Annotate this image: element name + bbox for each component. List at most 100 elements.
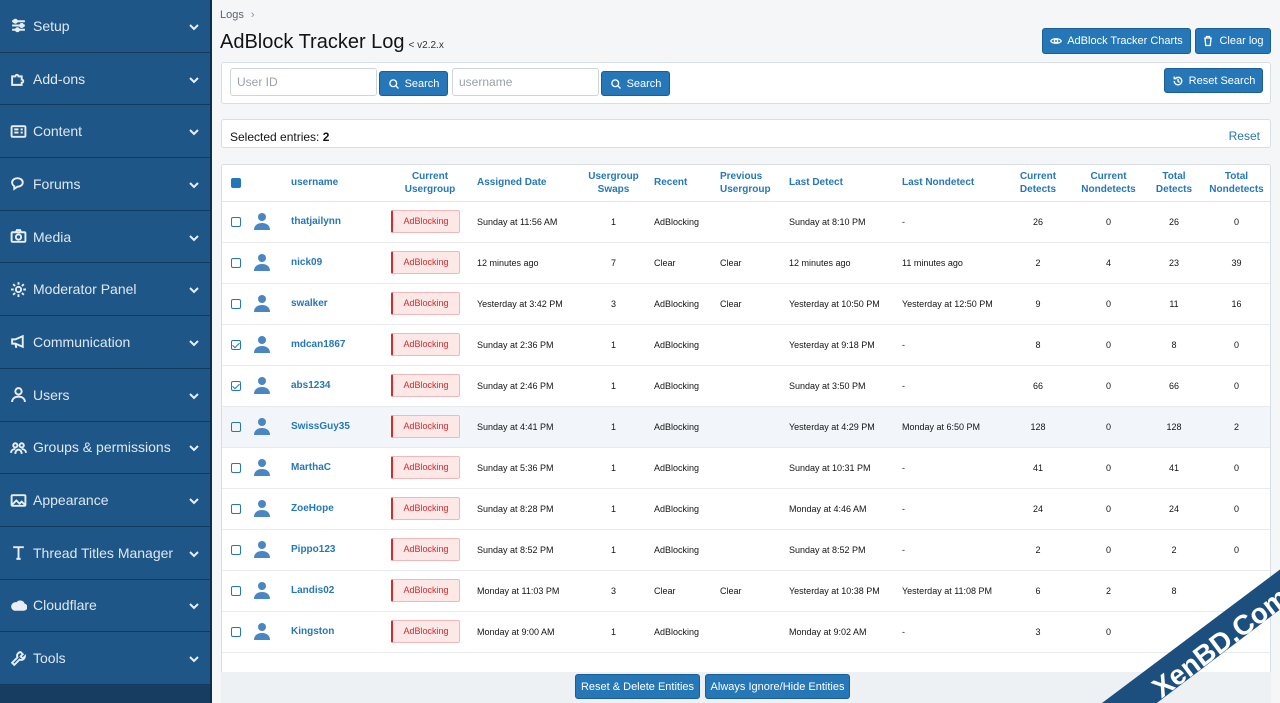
sidebar-item-groups-permissions[interactable]: Groups & permissions — [0, 421, 210, 475]
chevron-down-icon[interactable] — [188, 389, 200, 401]
avatar-icon[interactable] — [254, 499, 270, 517]
avatar-icon[interactable] — [254, 212, 270, 230]
watermark-text: XenBD.Com — [1146, 581, 1280, 703]
sidebar-item-media[interactable]: Media — [0, 210, 210, 264]
table-row[interactable]: ZoeHope AdBlocking Sunday at 8:28 PM 1 AdBlo… — [222, 488, 1270, 530]
adblock-charts-button[interactable]: AdBlock Tracker Charts — [1042, 28, 1191, 54]
table-row[interactable]: abs1234 AdBlocking Sunday at 2:46 PM 1 AdBlo… — [222, 365, 1270, 407]
header-current-usergroup[interactable]: Current Usergroup — [387, 165, 473, 202]
avatar-icon[interactable] — [254, 335, 270, 353]
row-checkbox[interactable] — [231, 339, 241, 350]
username-link[interactable]: swalker — [291, 298, 328, 309]
header-current-nondetects[interactable]: Current Nondetects — [1072, 165, 1145, 202]
username-link[interactable]: SwissGuy35 — [291, 421, 350, 432]
avatar-icon[interactable] — [254, 417, 270, 435]
clear-log-button[interactable]: Clear log — [1195, 28, 1271, 54]
chevron-down-icon[interactable] — [188, 125, 200, 137]
username-link[interactable]: ZoeHope — [291, 503, 334, 514]
header-current-detects[interactable]: Current Detects — [1004, 165, 1072, 202]
sidebar-item-add-ons[interactable]: Add-ons — [0, 52, 210, 106]
username-link[interactable]: MarthaC — [291, 462, 332, 473]
chevron-down-icon[interactable] — [188, 652, 200, 664]
row-checkbox[interactable] — [231, 380, 241, 391]
table-row[interactable]: Landis02 AdBlocking Monday at 11:03 PM 3 Cle… — [222, 570, 1270, 612]
sidebar-item-setup[interactable]: Setup — [0, 0, 210, 53]
username-link[interactable]: Pippo123 — [291, 544, 336, 555]
username-link[interactable]: abs1234 — [291, 380, 331, 391]
chevron-down-icon[interactable] — [188, 599, 200, 611]
header-total-nondetects[interactable]: Total Nondetects — [1203, 165, 1270, 202]
sidebar-item-thread-titles-manager[interactable]: Thread Titles Manager — [0, 526, 210, 580]
header-last-nondetect[interactable]: Last Nondetect — [898, 165, 1004, 202]
chevron-down-icon[interactable] — [188, 20, 200, 32]
username-link[interactable]: nick09 — [291, 257, 323, 268]
row-checkbox[interactable] — [231, 503, 241, 514]
reset-delete-button[interactable]: Reset & Delete Entities — [575, 674, 700, 699]
sidebar-item-communication[interactable]: Communication — [0, 316, 210, 369]
chevron-down-icon[interactable] — [188, 441, 200, 453]
breadcrumb-logs[interactable]: Logs — [220, 9, 244, 21]
chevron-down-icon[interactable] — [188, 73, 200, 85]
sidebar-item-forums[interactable]: Forums — [0, 158, 210, 211]
chevron-down-icon[interactable] — [188, 231, 200, 243]
header-last-detect[interactable]: Last Detect — [785, 165, 898, 202]
avatar-icon[interactable] — [254, 458, 270, 476]
row-checkbox[interactable] — [231, 626, 241, 637]
avatar-icon[interactable] — [254, 253, 270, 271]
header-total-detects[interactable]: Total Detects — [1145, 165, 1203, 202]
reset-search-button[interactable]: Reset Search — [1164, 68, 1263, 93]
table-row[interactable]: SwissGuy35 AdBlocking Sunday at 4:41 PM 1 Ad… — [222, 406, 1270, 448]
header-recent[interactable]: Recent — [650, 165, 716, 202]
breadcrumb[interactable]: Logs › — [220, 9, 255, 21]
row-checkbox[interactable] — [231, 462, 241, 473]
row-checkbox[interactable] — [231, 544, 241, 555]
username-input[interactable]: username — [452, 68, 599, 96]
sidebar-item-content[interactable]: Content — [0, 105, 210, 159]
row-checkbox[interactable] — [231, 298, 241, 309]
table-row[interactable]: MarthaC AdBlocking Sunday at 5:36 PM 1 AdBlo… — [222, 447, 1270, 489]
sidebar-item-cloudflare[interactable]: Cloudflare — [0, 579, 210, 633]
row-checkbox[interactable] — [231, 216, 241, 227]
avatar-icon[interactable] — [254, 376, 270, 394]
chevron-down-icon[interactable] — [188, 178, 200, 190]
row-checkbox[interactable] — [231, 585, 241, 596]
table-row[interactable]: thatjailynn AdBlocking Sunday at 11:56 AM 1… — [222, 201, 1270, 243]
avatar-icon[interactable] — [254, 622, 270, 640]
reset-selection-link[interactable]: Reset — [1228, 129, 1260, 143]
header-usergroup-swaps[interactable]: Usergroup Swaps — [577, 165, 650, 202]
sidebar-item-label: Communication — [33, 333, 131, 350]
sidebar-item-tools[interactable]: Tools — [0, 632, 210, 685]
cell-last-nondetect: - — [898, 201, 1004, 243]
chevron-down-icon[interactable] — [188, 283, 200, 295]
username-link[interactable]: mdcan1867 — [291, 339, 346, 350]
username-link[interactable]: Landis02 — [291, 585, 335, 596]
cell-total-detects: 8 — [1145, 570, 1203, 612]
row-checkbox[interactable] — [231, 421, 241, 432]
sidebar-item-appearance[interactable]: Appearance — [0, 474, 210, 527]
avatar-icon[interactable] — [254, 581, 270, 599]
select-all-checkbox[interactable] — [231, 177, 241, 188]
table-row[interactable]: nick09 AdBlocking 12 minutes ago 7 Clear Clea… — [222, 242, 1270, 284]
chevron-down-icon[interactable] — [188, 336, 200, 348]
search-username-button[interactable]: Search — [601, 71, 670, 96]
chevron-down-icon[interactable] — [188, 494, 200, 506]
username-link[interactable]: thatjailynn — [291, 216, 342, 227]
search-panel: User ID Search username Search Reset Sea… — [221, 62, 1271, 104]
header-previous-usergroup[interactable]: Previous Usergroup — [716, 165, 785, 202]
table-row[interactable]: mdcan1867 AdBlocking Sunday at 2:36 PM 1 AdB… — [222, 324, 1270, 366]
table-row[interactable]: swalker AdBlocking Yesterday at 3:42 PM 3 Ad… — [222, 283, 1270, 325]
ignore-hide-button[interactable]: Always Ignore/Hide Entities — [705, 674, 850, 699]
user-id-input[interactable]: User ID — [230, 68, 377, 96]
avatar-icon[interactable] — [254, 294, 270, 312]
chevron-down-icon[interactable] — [188, 547, 200, 559]
sidebar-item-moderator-panel[interactable]: Moderator Panel — [0, 263, 210, 317]
reset-delete-label: Reset & Delete Entities — [580, 680, 695, 693]
username-link[interactable]: Kingston — [291, 626, 335, 637]
table-row[interactable]: Pippo123 AdBlocking Sunday at 8:52 PM 1 AdBl… — [222, 529, 1270, 571]
avatar-icon[interactable] — [254, 540, 270, 558]
search-user-id-button[interactable]: Search — [379, 71, 448, 96]
header-assigned-date[interactable]: Assigned Date — [473, 165, 577, 202]
header-username[interactable]: username — [287, 165, 387, 202]
row-checkbox[interactable] — [231, 257, 241, 268]
sidebar-item-users[interactable]: Users — [0, 368, 210, 422]
